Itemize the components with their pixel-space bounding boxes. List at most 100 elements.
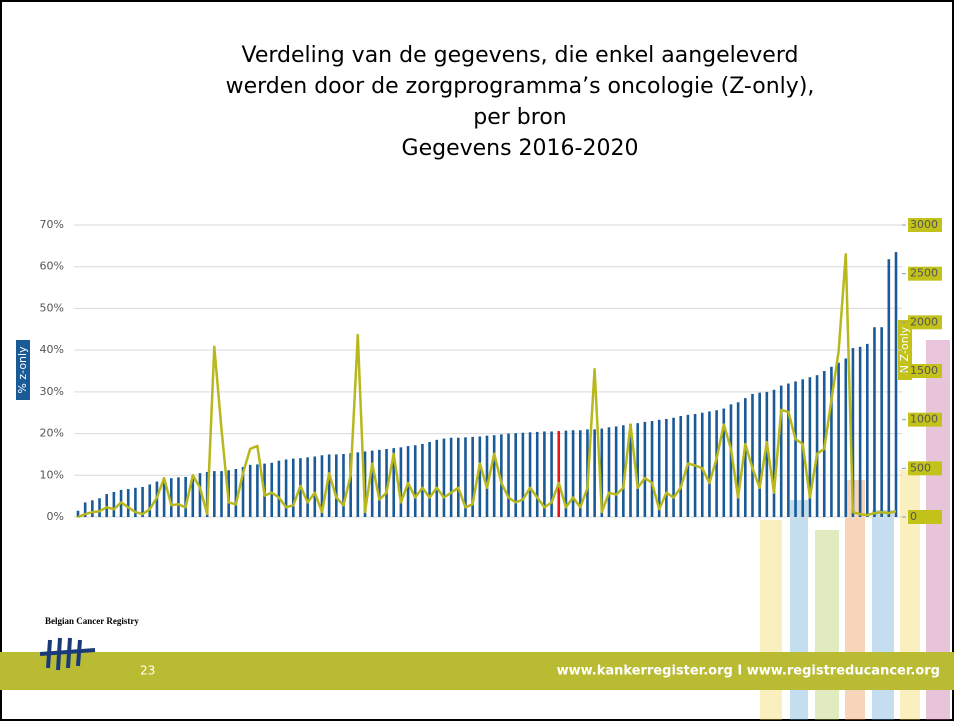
bar — [500, 434, 503, 517]
bar — [148, 484, 152, 517]
bar — [736, 402, 740, 517]
bar — [399, 447, 403, 517]
y-tick-label: 0% — [47, 510, 64, 523]
bar — [744, 398, 747, 517]
y2-tick-label: 2500 — [910, 267, 938, 280]
bar — [880, 327, 883, 517]
bar — [126, 489, 130, 517]
bar — [550, 431, 553, 517]
bar — [507, 433, 510, 517]
bar — [478, 436, 482, 517]
bar — [851, 348, 855, 517]
chart-title: werden door de zorgprogramma’s oncologie… — [226, 74, 815, 99]
bar — [320, 455, 324, 517]
bar — [564, 430, 568, 517]
y2-tick-label: 2000 — [910, 315, 938, 328]
bar — [134, 487, 137, 517]
chart-title: per bron — [473, 105, 566, 130]
chart-title: Verdeling van de gegevens, die enkel aan… — [242, 43, 799, 68]
bar — [887, 259, 891, 517]
bar — [464, 437, 467, 517]
bar — [449, 437, 453, 517]
bar — [421, 444, 424, 517]
bar — [808, 377, 812, 517]
y2-tick-bg — [908, 412, 942, 427]
bar — [378, 449, 381, 517]
bar — [370, 450, 374, 517]
bar — [220, 471, 223, 517]
y-axis-label: % z-only — [16, 346, 29, 394]
bar — [105, 494, 109, 517]
bar — [837, 362, 840, 517]
bar — [557, 431, 561, 517]
bar — [327, 454, 331, 517]
bar — [844, 358, 848, 517]
bar — [356, 452, 360, 517]
y2-tick-label: 1500 — [910, 364, 938, 377]
y2-tick-bg — [908, 461, 942, 476]
bar — [291, 458, 295, 517]
y-tick-label: 60% — [40, 260, 64, 273]
page-number: 23 — [140, 664, 155, 678]
bar — [277, 460, 281, 517]
bar — [91, 500, 94, 517]
y-label-bg — [16, 340, 30, 400]
bar — [234, 469, 238, 517]
y-tick-label: 70% — [40, 218, 64, 231]
bar — [335, 454, 338, 517]
footer-band — [0, 652, 954, 690]
y2-tick-bg — [908, 266, 942, 281]
bar — [679, 416, 683, 517]
bar — [787, 383, 790, 517]
bar — [865, 343, 869, 517]
y2-tick-label: 1000 — [910, 413, 938, 426]
bar — [428, 441, 431, 517]
bar — [779, 385, 783, 517]
bar — [873, 327, 876, 517]
bar — [514, 433, 518, 517]
y-tick-label: 20% — [40, 427, 64, 440]
bar — [191, 476, 195, 517]
bar — [241, 466, 245, 517]
y-tick-label: 50% — [40, 301, 64, 314]
bar — [700, 412, 704, 517]
y2-axis-label: N Z-only — [898, 326, 911, 373]
bar — [894, 252, 898, 517]
chart-title: Gegevens 2016-2020 — [402, 136, 639, 161]
logo-text: Belgian Cancer Registry — [45, 616, 139, 626]
bar — [406, 446, 410, 517]
bar — [471, 436, 474, 517]
bar — [543, 431, 546, 517]
bar — [342, 454, 345, 517]
bar — [521, 432, 525, 517]
bar — [765, 391, 769, 517]
logo-mark — [39, 637, 96, 671]
y-tick-label: 40% — [40, 343, 64, 356]
bar — [571, 430, 575, 517]
bar — [169, 478, 173, 517]
bar — [622, 425, 625, 517]
bar — [413, 445, 417, 517]
bar — [665, 418, 668, 517]
bar — [456, 437, 460, 517]
bar — [435, 439, 439, 517]
bar — [636, 423, 639, 517]
bar — [198, 473, 202, 517]
bar — [392, 448, 396, 517]
bar — [76, 510, 80, 517]
bar — [593, 429, 596, 517]
bar — [256, 464, 259, 517]
bar — [672, 417, 675, 517]
bar — [162, 479, 166, 517]
bar — [313, 456, 317, 517]
y2-tick-bg — [908, 510, 942, 524]
bar — [629, 423, 632, 517]
bar — [650, 421, 654, 517]
bar — [751, 393, 754, 517]
bar — [758, 392, 761, 517]
bar — [830, 366, 833, 517]
bar — [535, 431, 539, 517]
bar — [722, 408, 726, 517]
bar — [643, 421, 647, 517]
